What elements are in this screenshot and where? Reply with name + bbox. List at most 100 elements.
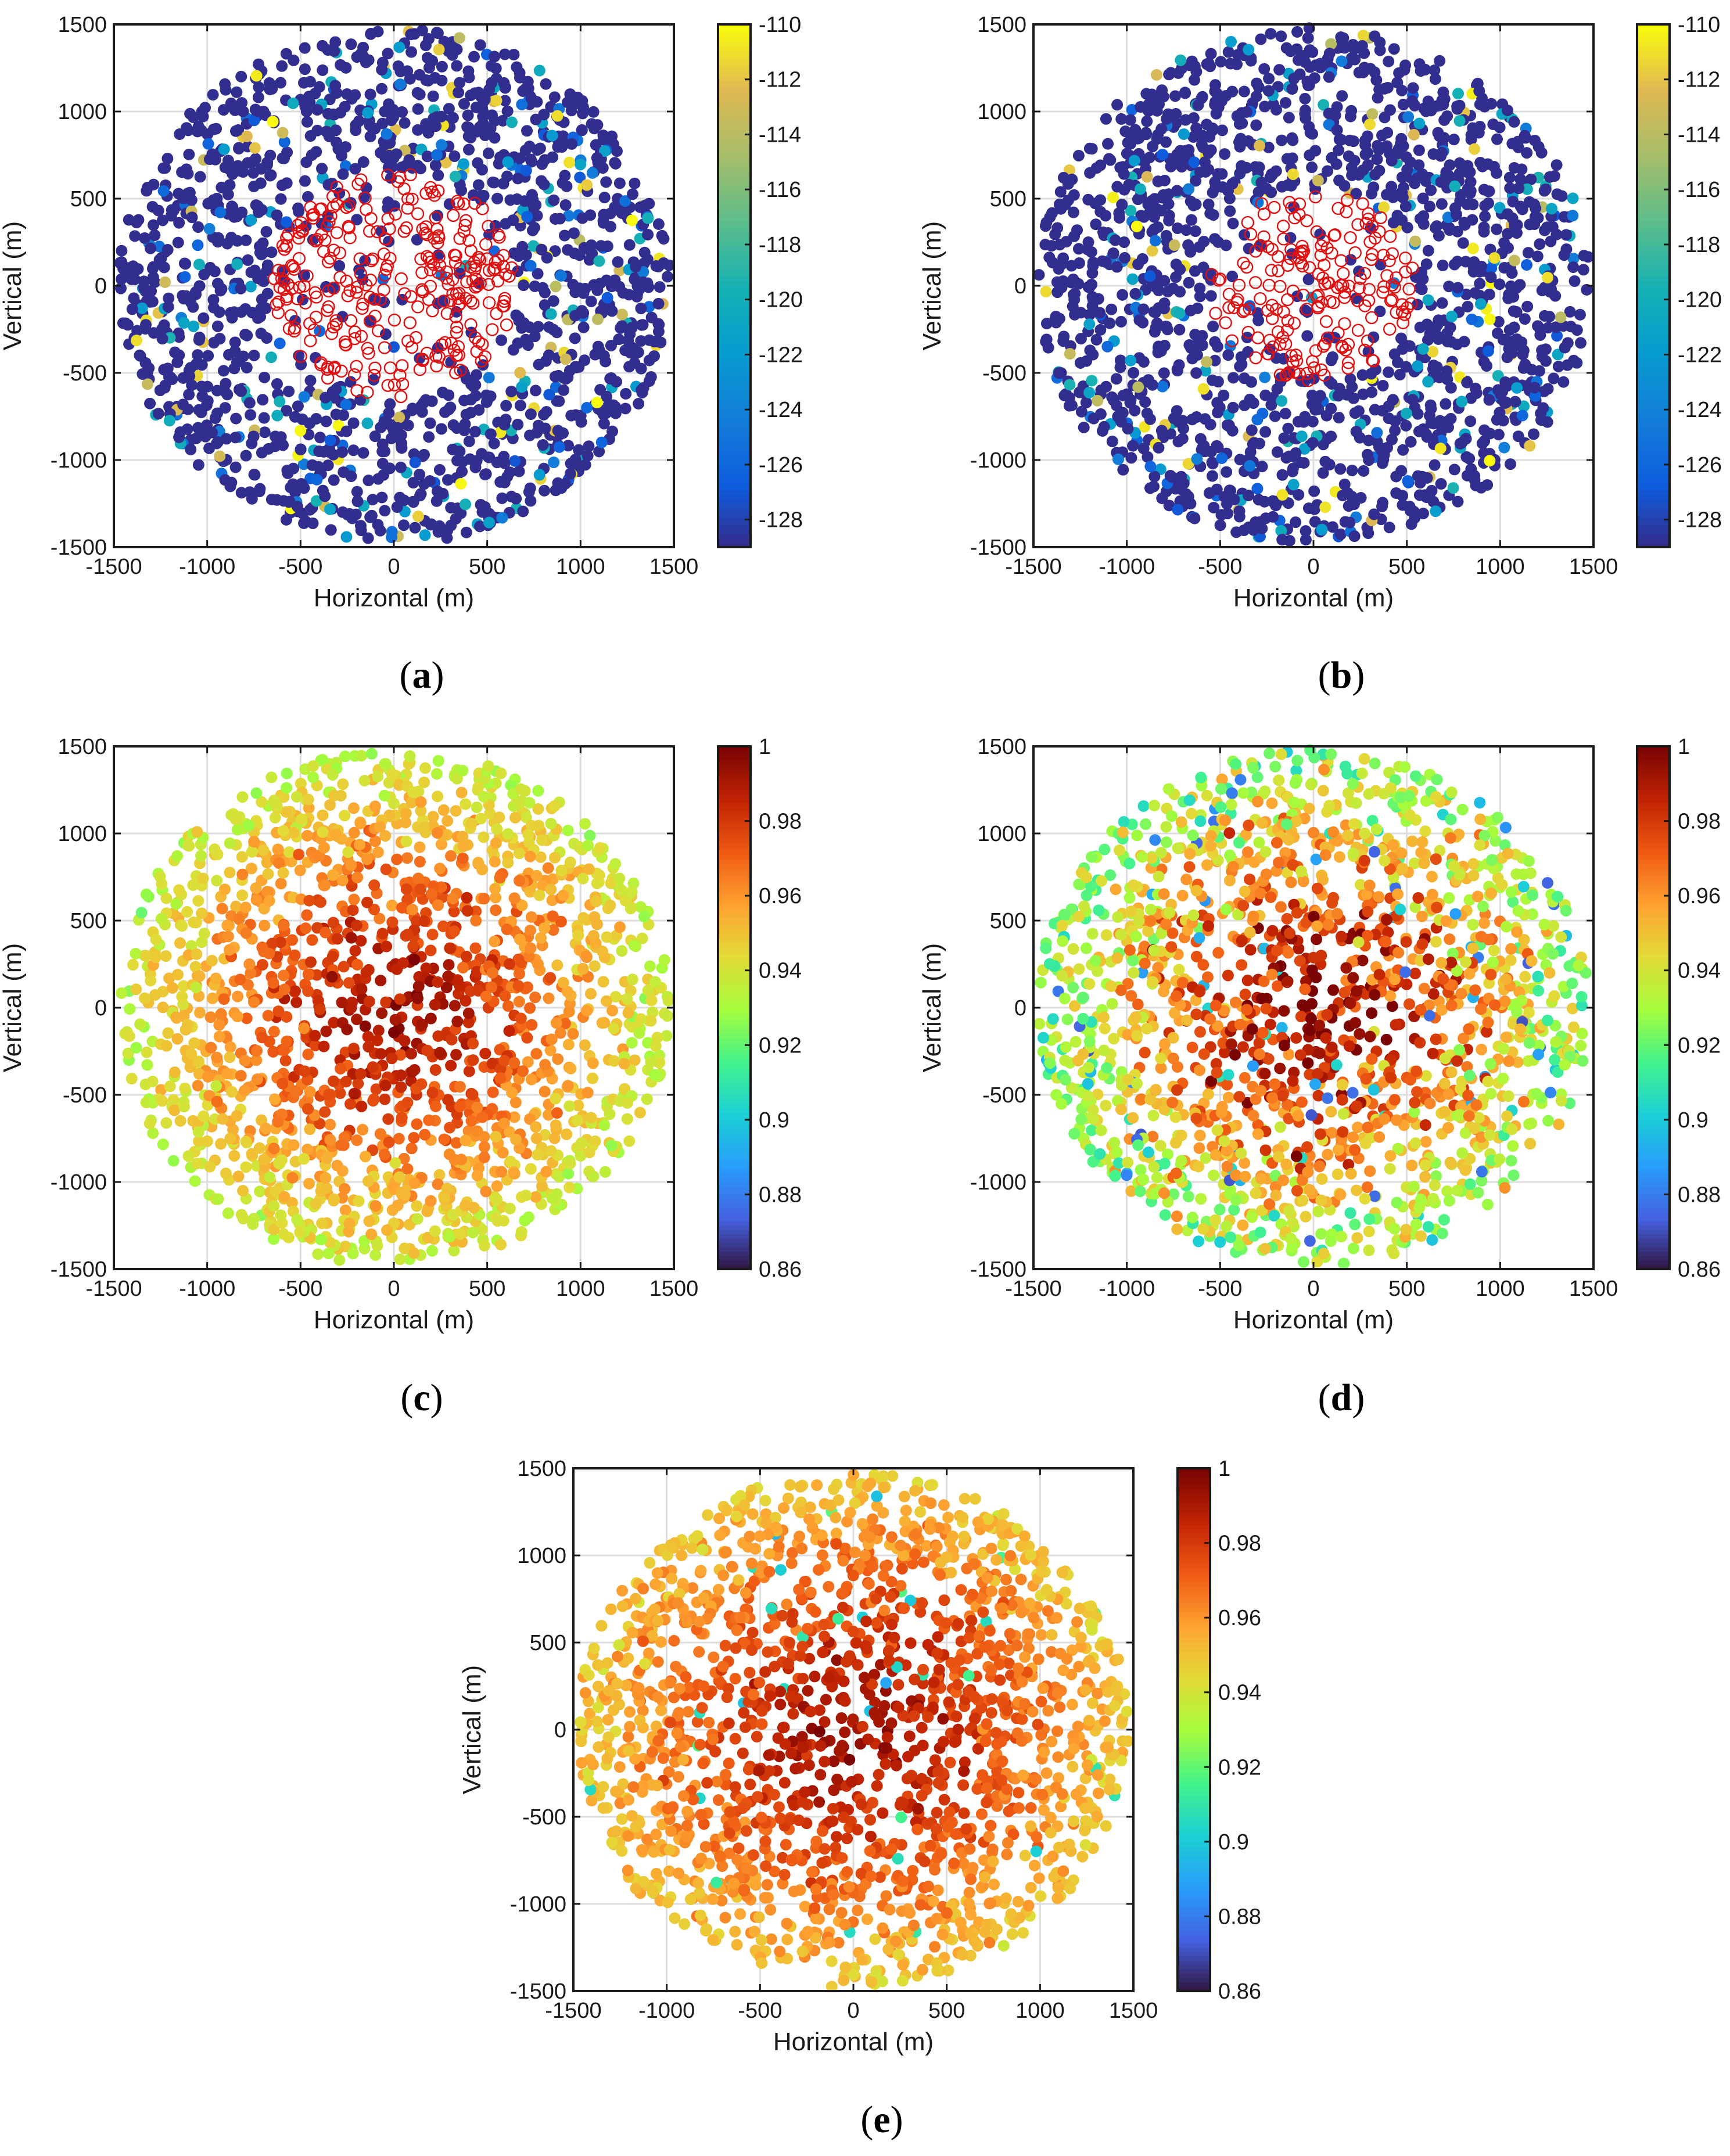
scatter-point — [245, 214, 257, 226]
scatter-point — [1141, 407, 1153, 419]
colorbar-segment — [718, 112, 751, 117]
scatter-point — [1092, 394, 1104, 407]
scatter-point — [1124, 114, 1136, 126]
scatter-point — [1550, 159, 1563, 171]
scatter-point — [629, 177, 641, 189]
open-circle-marker — [350, 286, 363, 299]
open-circle-marker — [278, 243, 291, 256]
scatter-point — [1162, 198, 1175, 210]
scatter-point — [537, 439, 549, 451]
open-circle-marker — [450, 326, 463, 339]
scatter-point — [173, 217, 185, 229]
scatter-point — [1442, 415, 1454, 427]
scatter-point — [1125, 452, 1137, 464]
scatter-point — [512, 173, 524, 185]
scatter-point — [411, 1118, 423, 1130]
colorbar: -110-112-114-116-118-120-122-124-126-128 — [1636, 13, 1722, 548]
scatter-point — [126, 272, 138, 284]
scatter-point — [1524, 440, 1536, 452]
colorbar-tick-label: -112 — [1678, 68, 1720, 92]
open-circle-marker — [354, 267, 367, 281]
scatter-point — [1126, 273, 1139, 285]
scatter-point — [225, 231, 238, 243]
scatter-point — [155, 912, 167, 925]
scatter-point — [379, 328, 392, 340]
scatter-point — [555, 864, 568, 876]
scatter-point — [337, 778, 349, 790]
scatter-point — [210, 123, 222, 135]
scatter-point — [368, 373, 380, 386]
scatter-point — [520, 249, 532, 261]
scatter-point — [401, 65, 414, 77]
x-tick-label: -1000 — [179, 555, 235, 579]
scatter-point — [1183, 183, 1195, 195]
scatter-point — [1168, 412, 1180, 425]
scatter-point — [562, 210, 575, 222]
scatter-point — [396, 442, 408, 454]
scatter-point — [1178, 128, 1190, 140]
colorbar-segment — [1637, 216, 1670, 221]
scatter-point — [486, 109, 498, 121]
open-circle-marker — [486, 323, 499, 336]
scatter-point — [451, 454, 464, 466]
scatter-point — [1188, 156, 1200, 168]
scatter-point — [1304, 127, 1316, 139]
scatter-point — [1399, 339, 1411, 351]
scatter-point — [402, 419, 414, 432]
scatter-point — [425, 518, 437, 530]
scatter-point — [489, 936, 501, 948]
scatter-point — [412, 511, 424, 523]
open-circle-marker — [377, 247, 391, 261]
colorbar-segment — [718, 216, 751, 221]
scatter-point — [443, 389, 455, 401]
colorbar-segment — [718, 542, 751, 548]
scatter-point — [222, 154, 234, 167]
colorbar-segment — [718, 194, 751, 199]
scatter-point — [1521, 259, 1533, 271]
scatter-point — [1163, 69, 1175, 81]
scatter-point — [163, 415, 175, 427]
colorbar-segment — [718, 382, 751, 387]
colorbar-segment — [1637, 290, 1670, 295]
scatter-point — [1555, 311, 1567, 324]
scatter-point — [623, 239, 636, 251]
open-circle-marker — [379, 232, 393, 246]
scatter-point — [351, 486, 363, 498]
scatter-point — [357, 447, 369, 459]
scatter-point — [1476, 260, 1488, 272]
y-tick-label: 1000 — [977, 100, 1026, 124]
scatter-point — [1134, 183, 1146, 195]
open-circle-marker — [411, 207, 425, 221]
open-circle-marker — [420, 250, 434, 263]
scatter-point — [433, 463, 446, 476]
scatter-point — [317, 484, 329, 497]
scatter-point — [460, 950, 472, 962]
scatter-point — [349, 944, 361, 957]
scatter-point — [211, 436, 224, 448]
scatter-point — [1193, 241, 1205, 253]
scatter-point — [433, 44, 445, 56]
colorbar-segment — [1637, 72, 1670, 77]
open-circle-marker — [291, 218, 304, 232]
scatter-point — [429, 998, 441, 1011]
open-circle-marker — [430, 359, 443, 373]
scatter-point — [271, 209, 283, 221]
scatter-point — [1532, 141, 1545, 153]
scatter-point — [641, 1093, 653, 1105]
scatter-point — [124, 1003, 136, 1015]
scatter-point — [207, 89, 219, 101]
scatter-point — [1033, 269, 1045, 281]
open-circle-marker — [307, 211, 320, 225]
scatter-point — [211, 320, 224, 332]
open-circle-marker — [400, 221, 413, 235]
scatter-point — [568, 227, 580, 239]
scatter-point — [1266, 169, 1278, 181]
scatter-point — [1484, 313, 1496, 325]
colorbar-segment — [1637, 512, 1670, 518]
scatter-point — [539, 286, 551, 299]
scatter-point — [441, 532, 453, 544]
scatter-point — [460, 526, 472, 538]
scatter-point — [1287, 479, 1300, 491]
colorbar-segment — [718, 325, 751, 330]
colorbar-segment — [1637, 382, 1670, 387]
